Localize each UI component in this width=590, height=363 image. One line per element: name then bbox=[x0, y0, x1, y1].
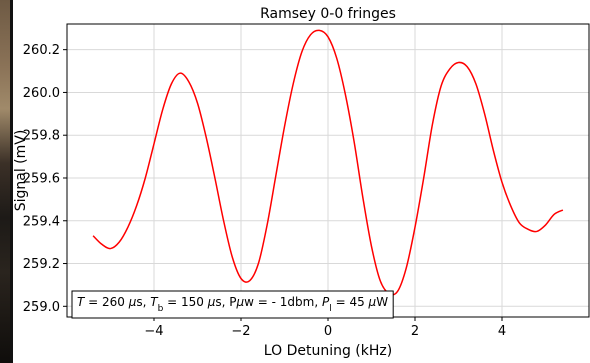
x-tick-label: 4 bbox=[498, 324, 506, 339]
series-layer bbox=[92, 29, 564, 296]
y-tick-label: 259.6 bbox=[23, 171, 60, 186]
x-tick-label: 0 bbox=[324, 324, 332, 339]
x-tick-label: −2 bbox=[231, 324, 250, 339]
parameters-annotation: T = 260 μs, Tb = 150 μs, Pμw = - 1dbm, P… bbox=[71, 290, 394, 319]
grid bbox=[67, 24, 589, 317]
annotation-text: T = 260 μs, Tb = 150 μs, Pμw = - 1dbm, P… bbox=[77, 295, 388, 314]
photo-frame-edge bbox=[10, 0, 13, 363]
y-tick-label: 259.2 bbox=[23, 257, 60, 272]
y-axis-label: Signal (mV) bbox=[13, 130, 29, 212]
y-tick-label: 259.4 bbox=[23, 214, 60, 229]
y-tick-label: 259.0 bbox=[23, 300, 60, 315]
axis-ticks: −4 −2 0 2 4 259.0 259.2 259.4 259.6 259.8 260.0 260… bbox=[23, 43, 506, 339]
y-tick-label: 260.2 bbox=[23, 43, 60, 58]
left-edge-photo-strip bbox=[0, 0, 13, 363]
y-tick-label: 259.8 bbox=[23, 129, 60, 144]
x-axis-label: LO Detuning (kHz) bbox=[264, 343, 392, 359]
chart-title: Ramsey 0-0 fringes bbox=[260, 6, 396, 22]
x-tick-label: 2 bbox=[411, 324, 419, 339]
y-tick-label: 260.0 bbox=[23, 86, 60, 101]
series-line bbox=[92, 29, 564, 296]
background-photo-fragment bbox=[0, 0, 10, 363]
x-tick-label: −4 bbox=[144, 324, 163, 339]
annotation-box bbox=[71, 290, 394, 319]
